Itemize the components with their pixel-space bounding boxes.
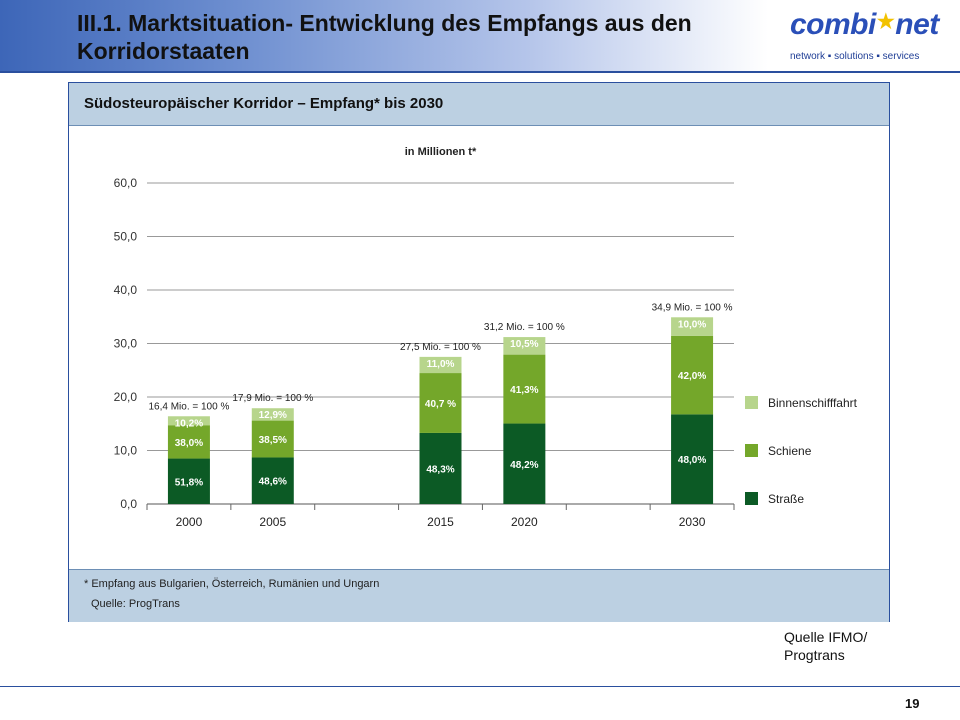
data-label: 10,2% — [175, 418, 203, 429]
panel-source: Quelle: ProgTrans — [91, 598, 180, 610]
bar-segment-schiene — [671, 335, 714, 415]
legend-label: Straße — [768, 492, 804, 506]
data-label: 12,9% — [259, 410, 287, 421]
panel-footer: * Empfang aus Bulgarien, Österreich, Rum… — [69, 569, 889, 622]
x-tick-label: 2020 — [511, 515, 538, 529]
footnote: * Empfang aus Bulgarien, Österreich, Rum… — [84, 578, 380, 590]
panel-header: Südosteuropäischer Korridor – Empfang* b… — [69, 83, 889, 126]
bar-segment-binnenschifffahrt — [419, 356, 462, 374]
y-tick-label: 30,0 — [114, 337, 138, 351]
data-label: 51,8% — [175, 477, 203, 488]
bar-segment-straße — [251, 457, 294, 504]
bar-segment-schiene — [251, 420, 294, 458]
y-tick-label: 60,0 — [114, 176, 138, 190]
total-label: 17,9 Mio. = 100 % — [232, 393, 313, 404]
slide-title: III.1. Marktsituation- Entwicklung des E… — [77, 10, 692, 64]
legend-swatch — [745, 396, 758, 409]
x-tick-label: 2015 — [427, 515, 454, 529]
data-label: 38,0% — [175, 438, 203, 449]
bar-segment-schiene — [419, 373, 462, 433]
data-label: 38,5% — [259, 435, 287, 446]
x-tick-label: 2000 — [176, 515, 203, 529]
bar-segment-binnenschifffahrt — [503, 337, 546, 355]
data-label: 10,5% — [510, 339, 538, 350]
y-tick-label: 40,0 — [114, 283, 138, 297]
total-label: 34,9 Mio. = 100 % — [652, 302, 733, 313]
chart-panel: Südosteuropäischer Korridor – Empfang* b… — [68, 82, 890, 622]
footer-divider — [0, 686, 960, 687]
bar-segment-straße — [167, 458, 210, 504]
data-label: 11,0% — [427, 359, 455, 370]
star-icon: ★ — [876, 11, 895, 33]
panel-title: Südosteuropäischer Korridor – Empfang* b… — [84, 95, 444, 112]
x-tick-label: 2005 — [259, 515, 286, 529]
stacked-bar-chart: in Millionen t* 0,0 10,0 20,0 30,0 40,0 50,0 60… — [114, 146, 858, 529]
data-label: 40,7 % — [425, 399, 456, 410]
legend-label: Schiene — [768, 444, 812, 458]
logo-tagline: network ▪ solutions ▪ services — [790, 51, 920, 62]
data-label: 48,0% — [678, 455, 706, 466]
logo-wordmark: combi★net — [790, 8, 939, 42]
logo-word-start: combi — [790, 8, 876, 41]
legend-swatch — [745, 492, 758, 505]
data-label: 48,3% — [426, 464, 454, 475]
data-label: 10,0% — [678, 319, 706, 330]
y-tick-label: 10,0 — [114, 444, 138, 458]
total-label: 16,4 Mio. = 100 % — [148, 401, 229, 412]
source-note: Quelle IFMO/ Progtrans — [784, 629, 868, 663]
y-tick-label: 50,0 — [114, 230, 138, 244]
bar-segment-binnenschifffahrt — [671, 317, 714, 336]
data-label: 48,6% — [259, 477, 287, 488]
data-label: 41,3% — [510, 385, 538, 396]
bar-segment-schiene — [503, 354, 546, 424]
y-tick-label: 20,0 — [114, 390, 138, 404]
x-tick-label: 2030 — [679, 515, 706, 529]
bar-segment-binnenschifffahrt — [251, 408, 294, 421]
logo-word-end: net — [895, 8, 939, 41]
header-divider — [0, 71, 960, 73]
bar-segment-schiene — [167, 425, 210, 459]
data-label: 48,2% — [510, 460, 538, 471]
chart-title: in Millionen t* — [405, 146, 477, 158]
data-label: 42,0% — [678, 371, 706, 382]
total-label: 27,5 Mio. = 100 % — [400, 342, 481, 353]
bar-segment-straße — [419, 432, 462, 504]
bar-segment-straße — [503, 423, 546, 504]
bar-segment-binnenschifffahrt — [167, 416, 210, 426]
bar-segment-straße — [671, 414, 714, 504]
legend-label: Binnenschifffahrt — [768, 396, 858, 410]
legend-swatch — [745, 444, 758, 457]
combinet-logo: combi★net network ▪ solutions ▪ services — [790, 8, 950, 68]
y-tick-label: 0,0 — [120, 497, 137, 511]
header-bar — [0, 0, 960, 72]
total-label: 31,2 Mio. = 100 % — [484, 322, 565, 333]
page-number: 19 — [905, 696, 920, 711]
